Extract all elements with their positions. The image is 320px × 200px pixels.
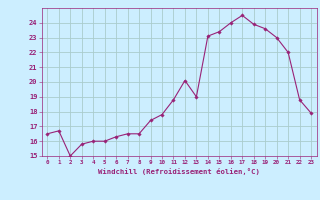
X-axis label: Windchill (Refroidissement éolien,°C): Windchill (Refroidissement éolien,°C) [98,168,260,175]
